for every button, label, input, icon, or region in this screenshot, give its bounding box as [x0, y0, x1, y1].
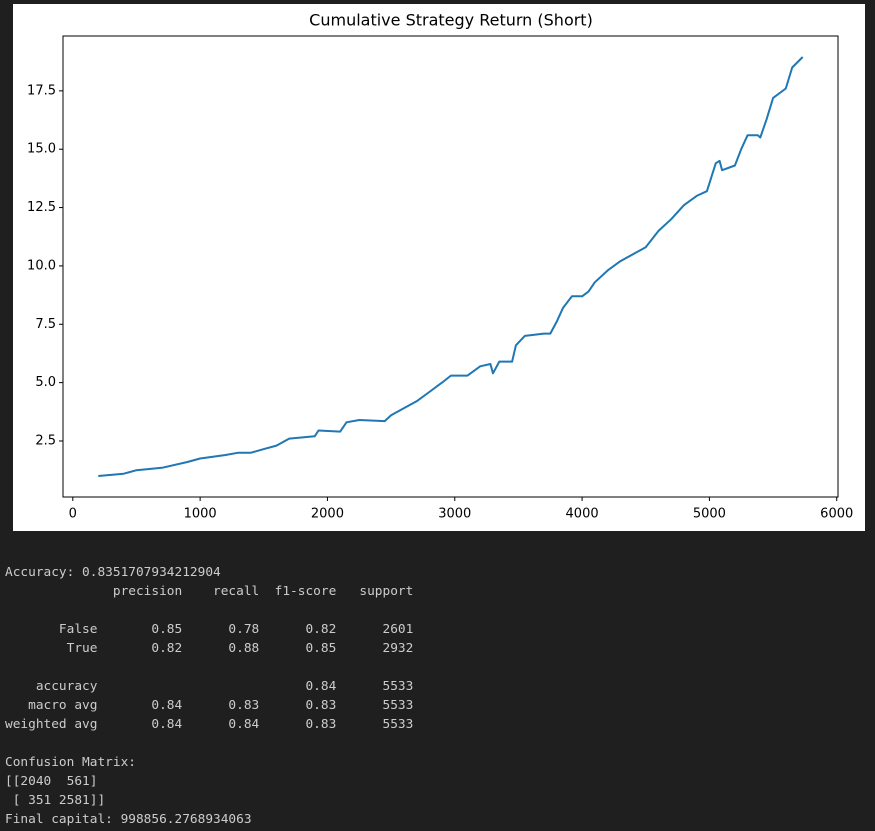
output-line: [[2040 561]: [5, 774, 98, 789]
y-tick-label: 15.0: [27, 142, 56, 157]
output-line: precision recall f1-score support: [5, 584, 414, 599]
x-tick-label: 1000: [184, 507, 217, 522]
y-tick-label: 5.0: [35, 375, 56, 390]
y-tick-label: 17.5: [27, 83, 56, 98]
output-line: Final capital: 998856.2768934063: [5, 812, 252, 827]
x-tick-label: 0: [69, 507, 77, 522]
output-block: False 0.85 0.78 0.82 2601 True 0.82 0.88…: [5, 620, 413, 658]
output-line: [ 351 2581]]: [5, 793, 106, 808]
line-series: [98, 56, 804, 477]
output-line: Confusion Matrix:: [5, 755, 136, 770]
x-tick-label: 3000: [438, 507, 471, 522]
x-tick-label: 2000: [311, 507, 344, 522]
output-line: accuracy 0.84 5533: [5, 679, 414, 694]
y-tick-label: 12.5: [27, 200, 56, 215]
output-line: False 0.85 0.78 0.82 2601: [5, 622, 414, 637]
figure-background: [13, 4, 865, 531]
chart: Cumulative Strategy Return (Short) 2.5 5.…: [13, 4, 865, 531]
x-tick-label: 4000: [566, 507, 599, 522]
output-line: macro avg 0.84 0.83 0.83 5533: [5, 698, 414, 713]
x-tick-label: 6000: [820, 507, 853, 522]
y-tick-label: 10.0: [27, 258, 56, 273]
output-line: weighted avg 0.84 0.84 0.83 5533: [5, 717, 414, 732]
output-block: accuracy 0.84 5533 macro avg 0.84 0.83 0…: [5, 677, 413, 734]
output-block: Accuracy: 0.8351707934212904 precision r…: [5, 563, 413, 601]
y-tick-label: 2.5: [35, 433, 56, 448]
output-block: Confusion Matrix: [[2040 561] [ 351 2581]…: [5, 753, 413, 829]
output-line: True 0.82 0.88 0.85 2932: [5, 641, 414, 656]
chart-title: Cumulative Strategy Return (Short): [309, 11, 593, 30]
x-tick-label: 5000: [693, 507, 726, 522]
axes-frame: [62, 35, 839, 498]
y-tick-label: 7.5: [35, 317, 56, 332]
cell-output: Accuracy: 0.8351707934212904 precision r…: [5, 563, 413, 829]
output-line: Accuracy: 0.8351707934212904: [5, 565, 221, 580]
